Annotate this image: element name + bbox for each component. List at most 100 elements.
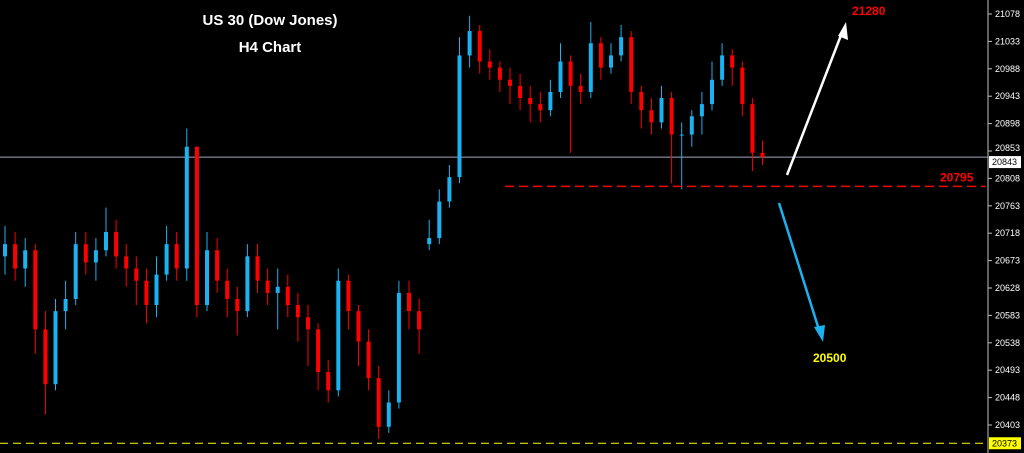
y-tick-label: 20538: [995, 338, 1020, 348]
candle-body: [649, 110, 654, 123]
candle-body: [417, 311, 422, 330]
y-tick-label: 20718: [995, 228, 1020, 238]
candle-body: [235, 298, 240, 312]
candle-body: [13, 244, 18, 269]
current-price-label: 20843: [992, 157, 1017, 167]
candle-body: [548, 91, 553, 111]
candle-body: [275, 286, 280, 293]
candle-body: [396, 292, 401, 403]
y-tick-label: 21078: [995, 9, 1020, 19]
candle-body: [134, 268, 139, 281]
candle-body: [639, 91, 644, 111]
candle-body: [699, 104, 704, 117]
candle-body: [437, 201, 442, 239]
y-tick-label: 20493: [995, 365, 1020, 375]
candle-body: [114, 231, 119, 257]
candle-body: [154, 274, 159, 306]
y-tick-label: 20898: [995, 119, 1020, 129]
candle-body: [184, 146, 189, 269]
candle-body: [538, 104, 543, 111]
candle-body: [306, 317, 310, 330]
candle-body: [568, 61, 573, 86]
candle-body: [386, 402, 391, 427]
candle-body: [174, 244, 179, 269]
candle-body: [225, 280, 230, 299]
candle-body: [659, 98, 664, 123]
candle-body: [73, 244, 78, 299]
candle-body: [558, 61, 563, 92]
candle-body: [679, 134, 684, 136]
candle-body: [285, 286, 290, 306]
candle-body: [83, 244, 88, 263]
candle-body: [588, 43, 593, 92]
y-tick-label: 20628: [995, 283, 1020, 293]
candle-body: [669, 98, 674, 135]
candle-body: [477, 31, 482, 62]
bottom-level-badge: [989, 437, 1021, 450]
candle-body: [346, 280, 351, 312]
candle-body: [366, 341, 371, 379]
candle-body: [265, 280, 270, 293]
candle-body: [63, 298, 68, 312]
candle-body: [23, 250, 28, 269]
down-arrow-shaft: [777, 202, 822, 334]
up-arrow-shaft: [785, 29, 845, 176]
target-down-label: 20500: [813, 351, 847, 365]
y-tick-label: 20988: [995, 64, 1020, 74]
y-tick-label: 20448: [995, 393, 1020, 403]
candle-body: [93, 250, 98, 263]
candle-body: [164, 244, 169, 275]
candle-body: [255, 256, 260, 281]
candle-body: [598, 43, 603, 68]
candle-body: [457, 55, 462, 178]
y-tick-label: 20583: [995, 310, 1020, 320]
candle-body: [710, 79, 714, 105]
up-arrow-head: [838, 22, 848, 40]
candle-body: [528, 98, 533, 105]
candle-body: [447, 177, 452, 202]
current-price-badge: [989, 156, 1021, 169]
candle-body: [750, 104, 755, 153]
candle-body: [215, 250, 220, 281]
y-tick-label: 21033: [995, 36, 1020, 46]
candle-body: [518, 85, 523, 99]
candle-body: [194, 146, 199, 306]
candle-body: [508, 79, 512, 86]
candle-body: [245, 256, 250, 312]
candle-body: [720, 55, 725, 80]
chart-subtitle: H4 Chart: [238, 39, 302, 56]
y-tick-label: 20403: [995, 420, 1020, 430]
candle-body: [689, 116, 694, 135]
y-tick-label: 20853: [995, 143, 1020, 153]
candle-body: [407, 292, 411, 312]
y-tick-label: 20673: [995, 256, 1020, 266]
target-up-label: 21280: [852, 4, 886, 18]
candle-body: [427, 238, 432, 245]
candle-body: [336, 280, 341, 391]
candle-body: [316, 329, 321, 373]
candle-body: [205, 250, 209, 306]
chart-title: US 30 (Dow Jones): [202, 12, 338, 29]
candle-body: [53, 311, 58, 385]
candle-body: [104, 231, 108, 251]
candle-body: [144, 280, 149, 306]
down-arrow-head: [814, 325, 825, 342]
candle-body: [730, 55, 735, 68]
y-tick-label: 20763: [995, 201, 1020, 211]
candle-body: [487, 61, 492, 68]
candle-body: [295, 305, 300, 318]
support-label: 20795: [940, 170, 974, 184]
bottom-level-label: 20373: [992, 438, 1017, 448]
candle-body: [760, 152, 765, 158]
y-tick-label: 20808: [995, 173, 1020, 183]
candle-body: [3, 244, 7, 257]
candle-body: [740, 67, 745, 105]
candle-body: [376, 378, 381, 427]
candle-body: [467, 31, 472, 56]
candle-body: [629, 37, 634, 92]
candle-body: [609, 55, 613, 68]
candle-body: [326, 372, 331, 391]
candle-body: [619, 37, 624, 56]
y-tick-label: 20943: [995, 91, 1020, 101]
